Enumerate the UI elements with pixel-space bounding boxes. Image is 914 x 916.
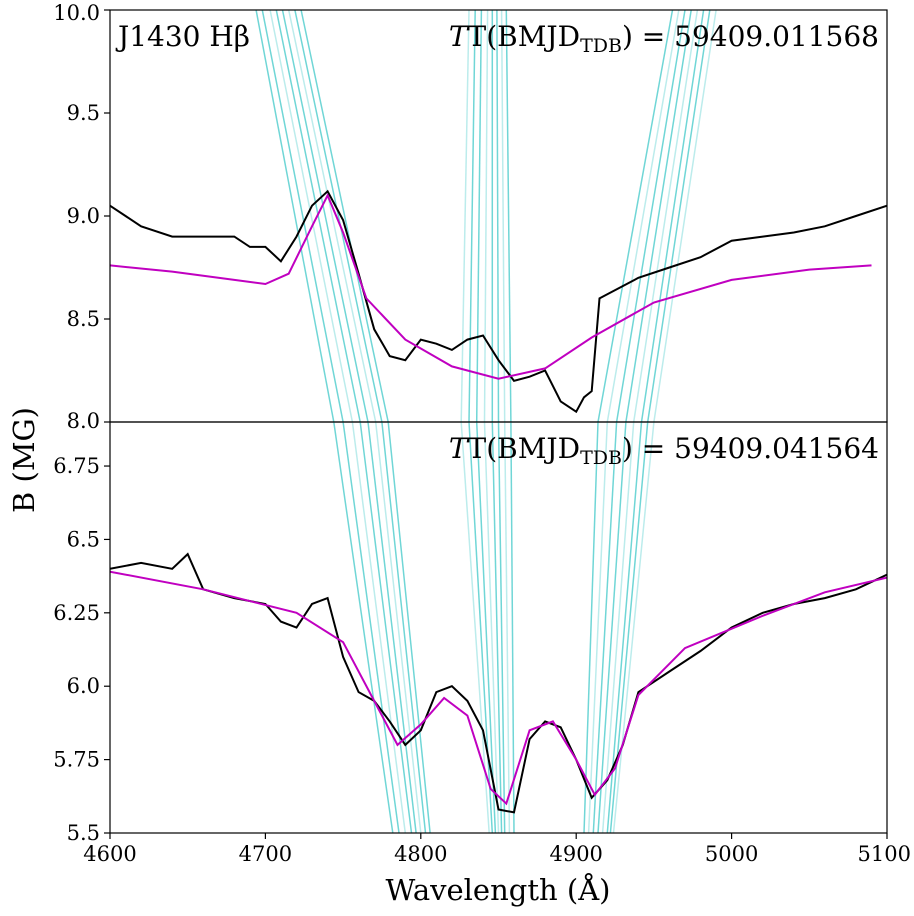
bottom-plot-frame <box>109 421 888 834</box>
top-field-track-23 <box>653 10 717 422</box>
bottom-field-track-0 <box>333 422 394 833</box>
top-y-tick-label: 8.5 <box>67 307 100 331</box>
top-field-track-5 <box>287 10 377 422</box>
top-time-subscript: TDB <box>580 35 622 57</box>
bottom-field-track-5 <box>374 422 422 833</box>
x-tick-label: 4900 <box>549 842 602 866</box>
bottom-field-track-17 <box>587 422 609 833</box>
bottom-field-track-3 <box>359 422 413 833</box>
top-field-track-4 <box>281 10 369 422</box>
top-time-annotation: TT(BMJDTDB) = 59409.011568 <box>449 20 879 57</box>
bottom-field-track-20 <box>601 422 635 833</box>
bottom-y-tick-label: 6.25 <box>53 601 100 625</box>
bottom-field-tracks <box>333 422 655 833</box>
bottom-field-track-4 <box>367 422 417 833</box>
top-observed-spectrum-line <box>110 189 887 414</box>
bottom-y-axis-ticks: 5.5 5.75 6.0 6.25 6.5 6.75 <box>53 454 110 845</box>
bottom-field-track-12 <box>491 422 503 833</box>
bottom-time-subscript: TDB <box>580 447 622 469</box>
top-y-tick-label: 9.5 <box>67 101 100 125</box>
bottom-field-track-18 <box>592 422 618 833</box>
bottom-field-track-13 <box>497 422 506 833</box>
top-y-tick-label: 8.0 <box>67 409 100 433</box>
top-field-track-10 <box>475 10 483 422</box>
bottom-field-track-1 <box>342 422 400 833</box>
bottom-field-track-19 <box>597 422 627 833</box>
top-field-tracks <box>255 10 717 422</box>
top-panel-label: J1430 Hβ <box>115 20 250 53</box>
bottom-y-tick-label: 5.5 <box>67 821 100 845</box>
bottom-field-track-16 <box>583 422 599 833</box>
bottom-y-tick-label: 6.75 <box>53 454 100 478</box>
top-field-track-18 <box>615 10 686 422</box>
top-model-fit-line <box>110 193 872 380</box>
top-field-track-21 <box>640 10 705 422</box>
top-field-track-15 <box>505 10 512 422</box>
x-tick-label: 5100 <box>858 842 911 866</box>
bottom-field-track-9 <box>468 422 494 833</box>
bottom-y-tick-label: 5.75 <box>53 748 100 772</box>
top-field-track-8 <box>460 10 470 422</box>
x-axis-ticks: 4600 4700 4800 4900 5000 5100 <box>83 833 911 866</box>
top-field-track-2 <box>269 10 354 422</box>
top-field-track-1 <box>261 10 344 422</box>
bottom-y-tick-label: 6.5 <box>67 527 100 551</box>
top-panel: 8.0 8.5 9.0 9.5 10.0 J1430 Hβ TT(BMJDTDB) = … <box>53 1 888 433</box>
top-time-value: ) = 59409.011568 <box>622 20 879 53</box>
top-field-track-11 <box>483 10 489 422</box>
x-axis-label: Wavelength (Å) <box>386 872 611 907</box>
bottom-observed-spectrum-line <box>110 552 887 814</box>
top-field-track-16 <box>597 10 674 422</box>
x-tick-label: 4600 <box>83 842 136 866</box>
bottom-panel: 5.5 5.75 6.0 6.25 6.5 6.75 4600 4700 4800 4900 50… <box>53 421 911 866</box>
bottom-model-fit-line <box>110 570 887 806</box>
bottom-field-track-11 <box>483 422 500 833</box>
top-field-track-13 <box>496 10 500 422</box>
bottom-field-track-7 <box>387 422 431 833</box>
top-field-track-22 <box>646 10 711 422</box>
top-field-track-0 <box>255 10 335 422</box>
top-field-track-7 <box>300 10 389 422</box>
bottom-field-track-8 <box>460 422 490 833</box>
top-y-tick-label: 9.0 <box>67 204 100 228</box>
top-time-prefix: T(BMJD <box>468 20 581 53</box>
y-axis-label: B (MG) <box>7 407 41 513</box>
top-field-track-6 <box>294 10 383 422</box>
top-y-axis-ticks: 8.0 8.5 9.0 9.5 10.0 <box>53 1 110 433</box>
bottom-time-value: ) = 59409.041564 <box>622 432 879 465</box>
bottom-field-track-2 <box>351 422 407 833</box>
bottom-field-track-10 <box>475 422 497 833</box>
bottom-field-track-14 <box>503 422 511 833</box>
top-field-track-14 <box>500 10 506 422</box>
bottom-field-track-21 <box>606 422 643 833</box>
bottom-field-track-6 <box>381 422 427 833</box>
top-field-track-9 <box>468 10 476 422</box>
top-field-track-17 <box>606 10 680 422</box>
x-tick-label: 4700 <box>239 842 292 866</box>
bottom-field-track-15 <box>510 422 515 833</box>
top-y-tick-label: 10.0 <box>53 1 100 25</box>
bottom-y-tick-label: 6.0 <box>67 674 100 698</box>
bottom-time-prefix: T(BMJD <box>468 432 581 465</box>
top-field-track-19 <box>625 10 692 422</box>
bottom-field-track-23 <box>612 422 655 833</box>
x-tick-label: 4800 <box>394 842 447 866</box>
bottom-time-annotation: TT(BMJDTDB) = 59409.041564 <box>449 432 879 469</box>
top-field-track-20 <box>632 10 699 422</box>
x-tick-label: 5000 <box>705 842 758 866</box>
